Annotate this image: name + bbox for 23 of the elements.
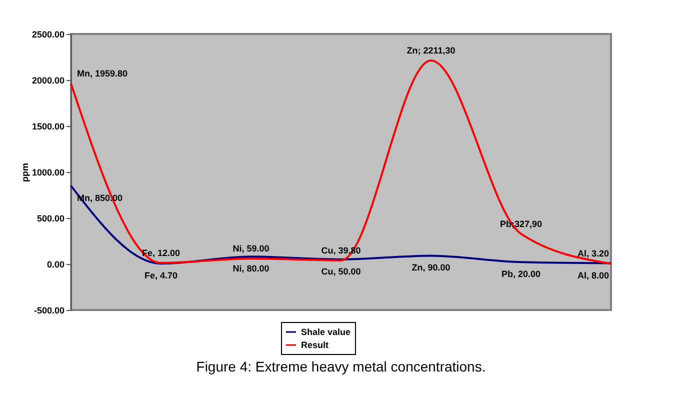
line-series: [70, 184, 612, 265]
y-tick-label: 2500.00: [32, 30, 64, 40]
data-label: Ni, 80.00: [232, 264, 270, 274]
y-tick-label: 1000.00: [32, 168, 64, 178]
data-label: Cu, 50.00: [321, 266, 361, 276]
y-tick-label: 1500.00: [32, 122, 64, 132]
y-tick-label: 0.00: [46, 260, 64, 270]
data-label: Fe, 4.70: [144, 270, 178, 281]
legend-label: Shale value: [301, 327, 351, 337]
data-label: Al, 3.20: [577, 248, 609, 259]
y-tick-label: -500.00: [34, 306, 64, 316]
caption: Figure 4: Extreme heavy metal concentrations.: [196, 358, 486, 374]
line-series: [70, 60, 612, 265]
data-label: Zn; 2211,30: [406, 46, 456, 56]
data-label: Ni, 59.00: [232, 244, 270, 254]
y-tick-label: 2000.00: [32, 76, 64, 86]
data-label: Mn, 1959.80: [77, 68, 128, 79]
legend-label: Result: [301, 340, 329, 350]
data-label: Al, 8.00: [577, 270, 609, 280]
y-axis-title: ppm: [20, 163, 30, 182]
y-tick-label: 500.00: [36, 214, 64, 224]
data-label: Zn, 90.00: [412, 262, 450, 273]
data-label: Pb, 20.00: [501, 269, 541, 280]
